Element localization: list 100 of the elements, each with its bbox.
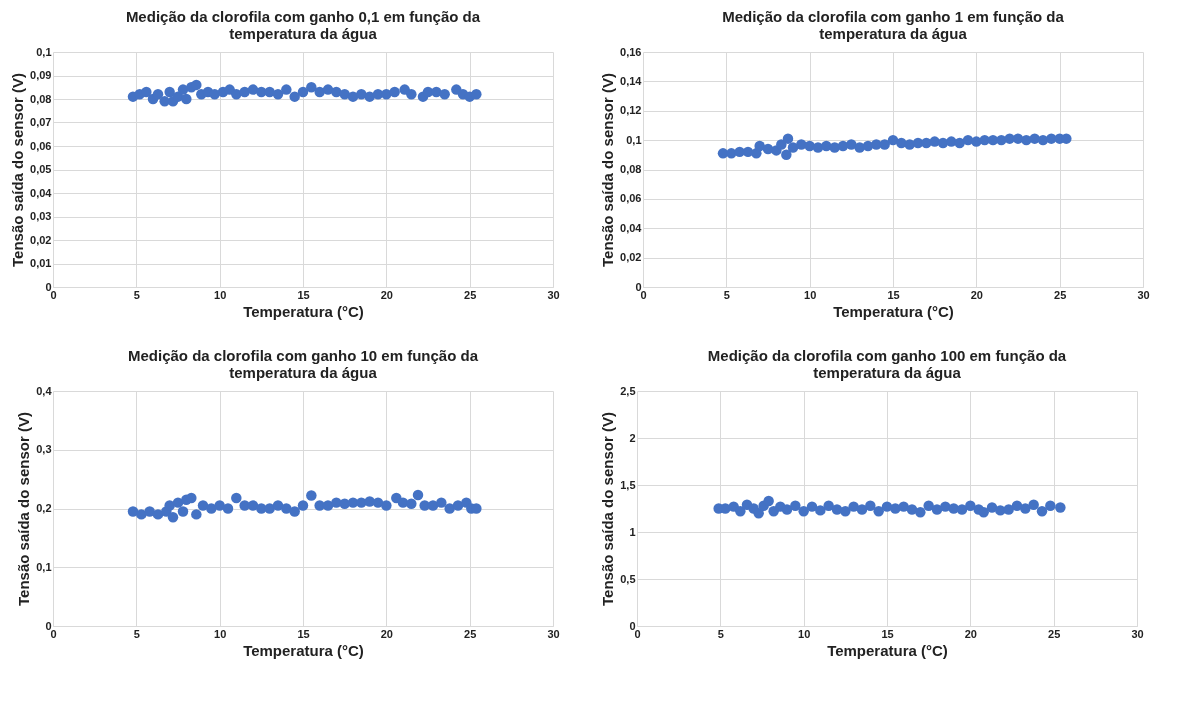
point [152, 89, 164, 100]
y-tick-label: 0 [45, 619, 52, 632]
point [127, 506, 139, 517]
point [846, 139, 857, 150]
point [289, 506, 300, 517]
y-tick-label: 0 [45, 280, 52, 293]
y-tick-label: 1 [629, 525, 636, 538]
x-tick-label: 10 [804, 288, 817, 301]
point [1029, 133, 1040, 144]
x-tick-label: 20 [380, 627, 393, 640]
point [356, 89, 367, 100]
x-tick-label: 15 [881, 627, 894, 640]
x-tick-label: 10 [798, 627, 811, 640]
point [172, 497, 184, 508]
chart-title: Medição da clorofila com ganho 100 em função da temperatura da água [707, 347, 1067, 381]
y-tick-label: 0,12 [620, 104, 642, 117]
point [181, 93, 192, 105]
point [904, 139, 915, 150]
y-axis-title: Tensão saída do sensor (V) [15, 412, 33, 606]
x-tick-label: 5 [723, 288, 730, 301]
point [796, 139, 807, 150]
x-axis-title: Temperatura (°C) [833, 302, 954, 320]
point [191, 509, 202, 520]
point [372, 497, 384, 508]
point [331, 86, 342, 98]
point [209, 89, 220, 100]
point [264, 503, 275, 514]
y-tick-label: 0,07 [30, 116, 52, 128]
x-tick-label: 25 [1048, 627, 1061, 640]
y-tick-label: 0,08 [620, 163, 642, 175]
point [206, 503, 217, 514]
point [322, 500, 334, 511]
point [222, 503, 234, 514]
chart-title: Medição da clorofila com ganho 10 em função da temperatura da água [127, 347, 479, 381]
y-tick-label: 0,08 [30, 92, 52, 105]
point [247, 500, 259, 511]
point [954, 137, 965, 149]
point [164, 86, 175, 98]
y-tick-label: 1,5 [620, 478, 636, 491]
point [419, 500, 430, 511]
y-tick-label: 0,06 [620, 192, 642, 205]
point [782, 133, 794, 144]
point [281, 84, 292, 95]
y-tick-label: 0,06 [30, 139, 52, 152]
point [247, 84, 259, 95]
point [829, 142, 840, 153]
y-tick-label: 0,02 [620, 251, 642, 264]
x-tick-label: 15 [297, 627, 310, 640]
point [364, 496, 375, 507]
point [444, 503, 455, 514]
point [381, 500, 392, 511]
point [406, 498, 417, 510]
point [381, 89, 392, 100]
point [314, 500, 325, 511]
point [281, 503, 292, 514]
point [427, 500, 439, 511]
x-tick-label: 20 [380, 288, 393, 301]
point [754, 140, 765, 152]
point [322, 84, 334, 95]
chart-title: Medição da clorofila com ganho 0,1 em função da temperatura da água [125, 8, 481, 42]
point [837, 140, 849, 152]
point [191, 79, 202, 91]
point [152, 509, 164, 520]
point [471, 89, 482, 100]
x-tick-label: 15 [297, 288, 310, 301]
point [272, 89, 284, 100]
point [297, 86, 309, 98]
y-tick-label: 0,2 [36, 502, 52, 514]
x-tick-label: 30 [1137, 288, 1150, 301]
point [776, 139, 787, 150]
point [239, 500, 250, 511]
x-axis-title: Temperatura (°C) [243, 302, 364, 320]
y-tick-label: 0,14 [620, 74, 643, 87]
x-tick-label: 30 [547, 288, 560, 301]
point [272, 500, 284, 511]
point [136, 509, 147, 520]
point [197, 500, 209, 511]
point [214, 500, 225, 511]
point [297, 500, 309, 511]
point [164, 500, 175, 511]
y-tick-label: 0,3 [36, 443, 52, 456]
y-tick-label: 0,04 [620, 221, 643, 234]
x-tick-label: 10 [214, 627, 227, 640]
y-tick-label: 0 [635, 280, 642, 293]
point [439, 89, 450, 100]
point [431, 86, 442, 98]
x-tick-label: 25 [1054, 288, 1067, 301]
y-tick-label: 0 [629, 619, 636, 632]
point [787, 142, 799, 153]
y-tick-label: 0,16 [620, 45, 642, 58]
y-axis-title: Tensão saída do sensor (V) [599, 412, 617, 606]
x-tick-label: 15 [887, 288, 900, 301]
point [854, 142, 865, 153]
point [389, 86, 400, 98]
x-tick-label: 30 [547, 627, 560, 640]
x-tick-label: 25 [464, 288, 477, 301]
x-axis-title: Temperatura (°C) [243, 641, 364, 659]
y-tick-label: 0,05 [30, 163, 52, 175]
point [141, 86, 152, 98]
point [436, 497, 447, 508]
